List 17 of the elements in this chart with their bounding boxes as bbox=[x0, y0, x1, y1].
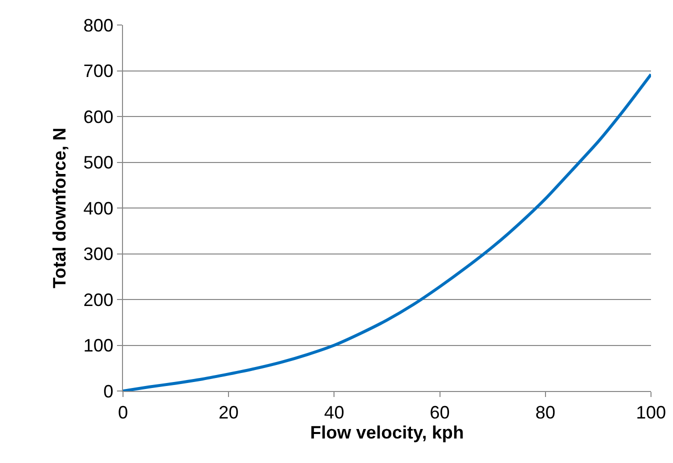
x-tick-label: 0 bbox=[118, 402, 128, 423]
x-tick-label: 20 bbox=[218, 402, 239, 423]
y-tick-label: 100 bbox=[83, 336, 114, 356]
y-tick-label: 200 bbox=[83, 290, 114, 310]
y-tick-label: 600 bbox=[83, 106, 114, 127]
x-tick-label: 60 bbox=[430, 402, 450, 423]
x-tick-label: 40 bbox=[324, 402, 344, 423]
y-tick-label: 0 bbox=[103, 381, 114, 402]
y-tick-label: 400 bbox=[83, 198, 114, 218]
x-axis-title: Flow velocity, kph bbox=[310, 422, 464, 443]
y-tick-label: 800 bbox=[83, 15, 114, 36]
x-tick-label: 100 bbox=[636, 402, 666, 423]
y-axis-title: Total downforce, N bbox=[50, 128, 70, 288]
y-tick-label: 700 bbox=[83, 61, 114, 82]
y-tick-label: 300 bbox=[83, 244, 114, 264]
x-tick-label: 80 bbox=[535, 402, 556, 423]
y-tick-label: 500 bbox=[83, 152, 114, 173]
